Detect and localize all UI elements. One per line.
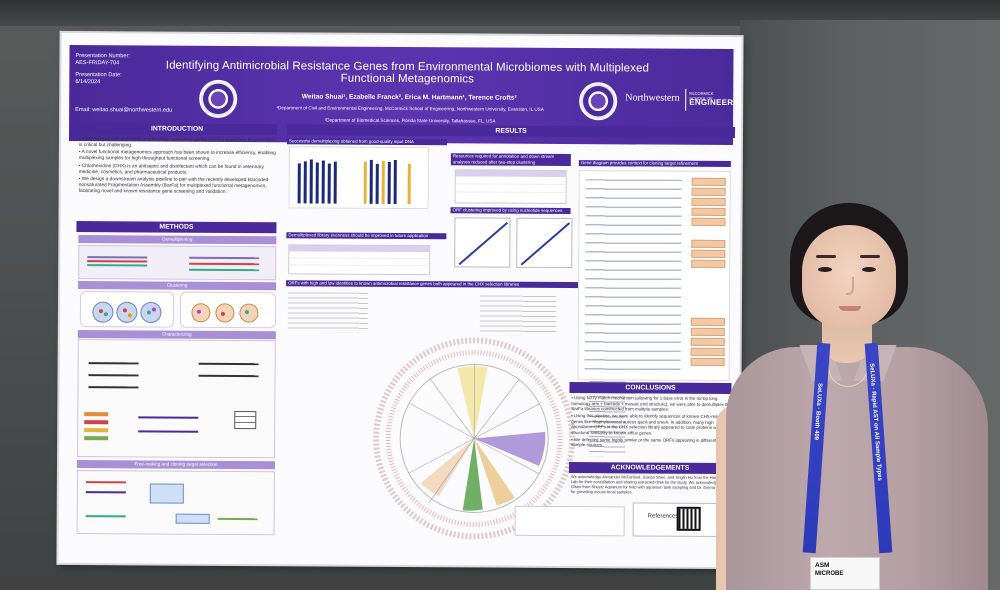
conclusion-bullet: • Using this pipeline, we were able to i… [571,413,732,436]
presenter-mouth [839,306,861,311]
affiliation-2: ²Department of Biomedical Sciences, Flor… [324,117,496,124]
introduction-bullets: • Identifying known and novel antimicrob… [79,137,277,198]
intro-bullet: • Identifying known and novel antimicrob… [78,137,277,149]
conclusions-title: CONCLUSIONS [569,382,732,395]
intro-bullet: • We design a downstream analysis pipeli… [78,177,269,196]
presenter-person: SeLUXa · Booth 409 SeLUXa · Rapid AST on… [710,195,1000,590]
results-bar-orf-clustering: ORF clustering improved by using nucleot… [450,207,571,215]
conclusions-bullets: • Using fuzzy match mechanism (allowing … [571,395,731,450]
gene-diagram-panel [577,170,731,382]
results-bar-orfs-identities: ORFs with high and low identities to kno… [286,280,587,289]
fsu-seal-logo [199,79,238,119]
demultiplexing-diagram [78,245,277,281]
introduction-title: INTRODUCTION [77,123,278,136]
demultiplexing-subtitle: Demultiplexing [78,235,277,245]
orf-circles-graphic [191,303,259,323]
clustering-subtitle: Clustering [78,281,277,291]
intro-bullet: • Chlorhexidine (CHX) is an antiseptic a… [78,163,264,176]
results-bar-gene-diagram: Gene diagram provides context for clonin… [578,160,731,168]
characterizing-subtitle: Characterizing [77,330,276,340]
northwestern-seal-logo [579,82,618,121]
results-bar-evenness: Demultiplexed library evenness should be… [286,232,447,240]
circle-plot-caption [287,292,369,333]
evenness-table [288,244,431,276]
qr-code[interactable] [676,506,701,531]
name-badge: ASM MICROBE [810,557,880,590]
bottom-note-box [514,505,625,537]
cluster-circles-graphic [92,301,162,323]
presenter-eye [818,267,832,272]
cloning-target-diagram [76,470,275,536]
clustering-box-right [179,291,277,329]
methods-title: METHODS [76,221,277,234]
acknowledgements-text: We acknowledge Alexander McFarland, Jiax… [570,474,731,495]
research-poster: Presentation Number: AES-FRIDAY-704 Pres… [58,32,742,568]
demultiplexing-bar-chart [288,146,429,210]
acknowledgements-title: ACKNOWLEDGEMENTS [568,462,732,475]
clustering-box-left [79,291,175,328]
orf-scatter-plot-1 [454,217,511,268]
references-label: References [647,513,679,520]
contact-email: Email: weitao.shuai@northwestern.edu [75,107,173,114]
conclusion-bullet: • Using fuzzy match mechanism (allowing … [571,395,732,412]
presenter-eye [862,267,876,272]
poster-authors: Weitao Shuai¹, Ezabelle Franck², Erica M… [301,93,517,102]
presenter-shirt [726,347,988,590]
results-bar-resources: Resources required for annotation and do… [450,153,571,167]
affiliation-1: ¹Department of Civil and Environmental E… [276,105,544,112]
conclusion-bullet: • We detected some highly similar or the… [571,436,717,448]
results-bar-demultiplexing: Successful demultiplexing obtained from … [286,138,447,146]
orf-legend-text [479,295,557,336]
clustering-resources-table [454,169,567,205]
intro-bullet: • A novel functional metagenomics approa… [78,150,276,163]
phylogenetic-circle-plot [369,333,580,544]
northwestern-engineering-logo: Northwestern McCORMICK SCHOOL OF ENGINEE… [625,88,742,115]
characterizing-diagram [77,339,276,459]
free-making-subtitle: Free-making and cloning target selection [76,460,276,470]
orf-scatter-plot-2 [516,217,573,269]
